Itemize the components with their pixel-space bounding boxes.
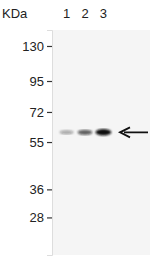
band xyxy=(78,130,93,135)
figure: 130 95 72 55 36 28 123 KDa xyxy=(0,0,150,266)
bands xyxy=(60,129,112,135)
band xyxy=(96,129,112,135)
lane-axis: 123 xyxy=(63,6,107,21)
tick-mark xyxy=(47,81,52,82)
tick-label: 55 xyxy=(30,135,44,150)
lane-label: 2 xyxy=(81,6,88,21)
tick-mark xyxy=(47,142,52,143)
tick: 28 xyxy=(30,210,52,225)
tick-mark xyxy=(47,189,52,190)
tick-mark xyxy=(47,112,52,113)
tick-label: 28 xyxy=(30,210,44,225)
band xyxy=(60,130,74,134)
tick-label: 36 xyxy=(30,182,44,197)
tick-label: 95 xyxy=(30,74,44,89)
y-axis: 130 95 72 55 36 28 xyxy=(22,31,52,256)
lane: 1 xyxy=(63,6,70,21)
arrow xyxy=(120,127,148,137)
tick: 95 xyxy=(30,74,52,89)
tick: 72 xyxy=(30,105,52,120)
tick-mark xyxy=(47,46,52,47)
tick-label: 130 xyxy=(22,39,44,54)
tick: 55 xyxy=(30,135,52,150)
lane-label: 3 xyxy=(100,6,107,21)
tick-label: 72 xyxy=(30,105,44,120)
axis-line xyxy=(47,31,53,256)
unit-label: KDa xyxy=(2,6,28,21)
membrane xyxy=(52,30,150,255)
lane: 3 xyxy=(100,6,107,21)
lane-label: 1 xyxy=(63,6,70,21)
lane: 2 xyxy=(81,6,88,21)
tick: 130 xyxy=(22,39,52,54)
tick: 36 xyxy=(30,182,52,197)
tick-mark xyxy=(47,217,52,218)
